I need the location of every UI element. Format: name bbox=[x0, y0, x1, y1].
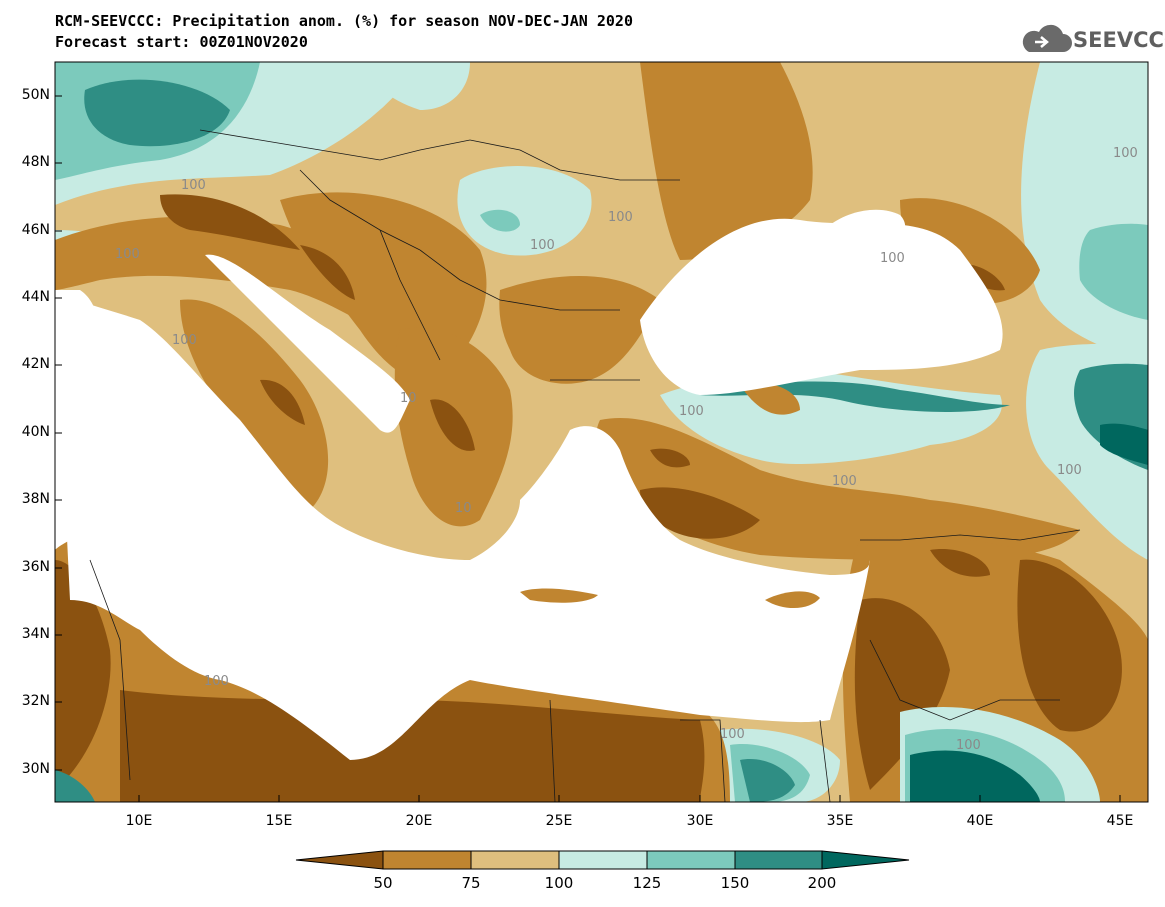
lon-label: 40E bbox=[966, 813, 994, 829]
contour-label: 10 bbox=[400, 391, 417, 406]
lat-label: 38N bbox=[21, 491, 50, 507]
dry-libya-core bbox=[120, 690, 705, 802]
wet-carpathian bbox=[457, 166, 592, 256]
wet-caucasus-north bbox=[1079, 223, 1148, 320]
colorbar-bin bbox=[470, 850, 560, 870]
islands bbox=[520, 588, 820, 609]
azov-sea bbox=[830, 209, 906, 249]
seevccc-logo: SEEVCCC bbox=[1017, 22, 1165, 58]
lat-label: 48N bbox=[21, 154, 50, 170]
colorbar-bin bbox=[646, 850, 736, 870]
contour-label: 100 bbox=[608, 210, 633, 225]
dry-bulgaria bbox=[499, 276, 660, 384]
contour-label: 100 bbox=[1057, 463, 1082, 478]
dry-ukraine bbox=[640, 62, 813, 260]
colorbar-label: 150 bbox=[720, 874, 750, 892]
dry-algeria-core bbox=[55, 560, 111, 790]
contour-label: 100 bbox=[181, 178, 206, 193]
dry-syria-spot bbox=[930, 549, 990, 577]
contour-label: 100 bbox=[115, 247, 140, 262]
wet-arabia-core bbox=[910, 750, 1040, 802]
lat-label: 40N bbox=[21, 424, 50, 440]
colorbar-label: 75 bbox=[461, 874, 481, 892]
lat-label: 30N bbox=[21, 761, 50, 777]
lon-label: 10E bbox=[125, 813, 153, 829]
lat-label: 46N bbox=[21, 222, 50, 238]
dry-taurus-core bbox=[640, 487, 760, 539]
contour-label: 100 bbox=[679, 404, 704, 419]
lat-label: 50N bbox=[21, 87, 50, 103]
contour-label: 100 bbox=[832, 474, 857, 489]
cloud-icon bbox=[1022, 24, 1072, 52]
country-borders bbox=[89, 129, 1081, 803]
crete bbox=[520, 588, 598, 603]
lat-label: 32N bbox=[21, 693, 50, 709]
western-sea bbox=[55, 290, 97, 550]
lon-label: 15E bbox=[265, 813, 293, 829]
lat-label: 42N bbox=[21, 356, 50, 372]
wet-poland bbox=[370, 62, 470, 110]
dry-italy bbox=[180, 299, 329, 510]
contour-label: 100 bbox=[530, 238, 555, 253]
wet-caucasus-extreme bbox=[1100, 423, 1148, 465]
forecast-start: Forecast start: 00Z01NOV2020 bbox=[55, 33, 308, 51]
dry-alps-core bbox=[160, 194, 300, 250]
wet-carpathian-core bbox=[480, 209, 520, 232]
dry-iraq-core bbox=[1017, 559, 1122, 732]
map-field bbox=[55, 62, 1148, 802]
dry-levant-core bbox=[854, 598, 950, 790]
dry-italy-core bbox=[260, 379, 305, 425]
dry-dinaric-core bbox=[300, 245, 355, 300]
adriatic-sea bbox=[205, 254, 410, 433]
lat-label: 36N bbox=[21, 559, 50, 575]
colorbar-bin bbox=[382, 850, 472, 870]
colorbar-label: 200 bbox=[807, 874, 837, 892]
lon-label: 30E bbox=[686, 813, 714, 829]
contour-label: 100 bbox=[956, 738, 981, 753]
lon-label: 45E bbox=[1106, 813, 1134, 829]
lon-label: 35E bbox=[826, 813, 854, 829]
colorbar-label: 100 bbox=[544, 874, 574, 892]
contour-label: 100 bbox=[720, 727, 745, 742]
wet-core-germany bbox=[84, 79, 230, 147]
colorbar-arrow-left bbox=[295, 850, 384, 870]
colorbar-bin bbox=[558, 850, 648, 870]
colorbar-bin bbox=[734, 850, 823, 870]
wet-corner-sw bbox=[55, 770, 95, 802]
colorbar-arrow-right bbox=[821, 850, 910, 870]
contour-labels: 100 100 100 100 100 100 100 100 100 100 … bbox=[115, 146, 1138, 753]
axis-ticks bbox=[55, 95, 1121, 802]
cyprus bbox=[765, 591, 820, 609]
wet-sinai-core bbox=[740, 759, 795, 802]
contour-label: 100 bbox=[880, 251, 905, 266]
black-sea bbox=[640, 218, 1003, 395]
map-frame bbox=[54, 61, 1149, 803]
contour-label: 100 bbox=[172, 333, 197, 348]
colorbar bbox=[295, 850, 910, 870]
map-title: RCM-SEEVCCC: Precipitation anom. (%) for… bbox=[55, 12, 633, 30]
contour-label: 100 bbox=[204, 674, 229, 689]
contour-label: 10 bbox=[455, 501, 472, 516]
colorbar-label: 50 bbox=[373, 874, 393, 892]
colorbar-label: 125 bbox=[632, 874, 662, 892]
dry-greece-core bbox=[430, 399, 475, 451]
contour-label: 100 bbox=[1113, 146, 1138, 161]
logo-text: SEEVCCC bbox=[1073, 28, 1165, 52]
mediterranean-sea bbox=[55, 290, 870, 760]
lon-label: 25E bbox=[545, 813, 573, 829]
lon-label: 20E bbox=[405, 813, 433, 829]
dry-anatolia-north-spot bbox=[740, 382, 800, 415]
lat-label: 34N bbox=[21, 626, 50, 642]
dry-anatolia-spot bbox=[650, 448, 690, 468]
lat-label: 44N bbox=[21, 289, 50, 305]
